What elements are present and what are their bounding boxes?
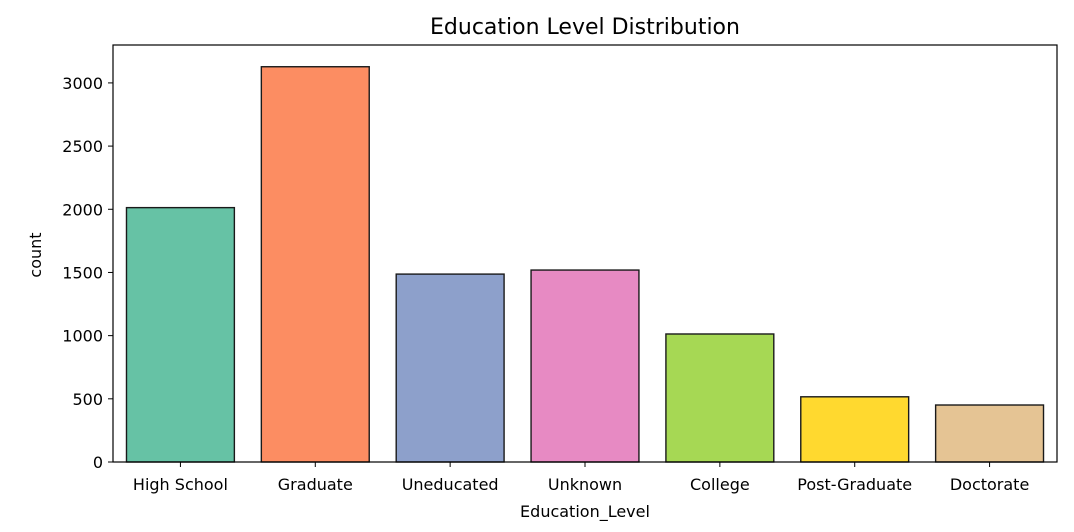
x-tick-label: Post-Graduate bbox=[797, 475, 912, 494]
x-tick-label: Unknown bbox=[548, 475, 622, 494]
bar-college bbox=[665, 333, 775, 463]
bar-uneducated bbox=[395, 273, 505, 463]
x-tick-label: College bbox=[690, 475, 750, 494]
bar-post-graduate bbox=[800, 396, 910, 463]
bar-high-school bbox=[125, 206, 236, 463]
chart-title: Education Level Distribution bbox=[430, 15, 740, 40]
plot-frame bbox=[112, 44, 1058, 463]
bar-graduate bbox=[260, 66, 370, 463]
y-axis-label: count bbox=[26, 232, 45, 277]
x-axis-label: Education_Level bbox=[520, 502, 650, 522]
x-tick-label: Doctorate bbox=[950, 475, 1029, 494]
x-tick-label: Graduate bbox=[278, 475, 353, 494]
bars-layer bbox=[125, 66, 1045, 463]
x-tick-label: Uneducated bbox=[402, 475, 499, 494]
bar-doctorate bbox=[934, 404, 1045, 463]
y-tick-label: 2000 bbox=[62, 200, 103, 219]
y-tick-label: 1000 bbox=[62, 327, 103, 346]
x-axis-ticks: High School Graduate Uneducated Unknown Coll… bbox=[133, 462, 1029, 494]
bar-unknown bbox=[530, 269, 640, 463]
y-axis-ticks: 0 500 1000 1500 2000 2500 3000 bbox=[62, 74, 113, 472]
y-tick-label: 1500 bbox=[62, 263, 103, 282]
y-tick-label: 3000 bbox=[62, 74, 103, 93]
y-tick-label: 500 bbox=[72, 390, 103, 409]
y-tick-label: 0 bbox=[93, 453, 103, 472]
y-tick-label: 2500 bbox=[62, 137, 103, 156]
x-tick-label: High School bbox=[133, 475, 228, 494]
